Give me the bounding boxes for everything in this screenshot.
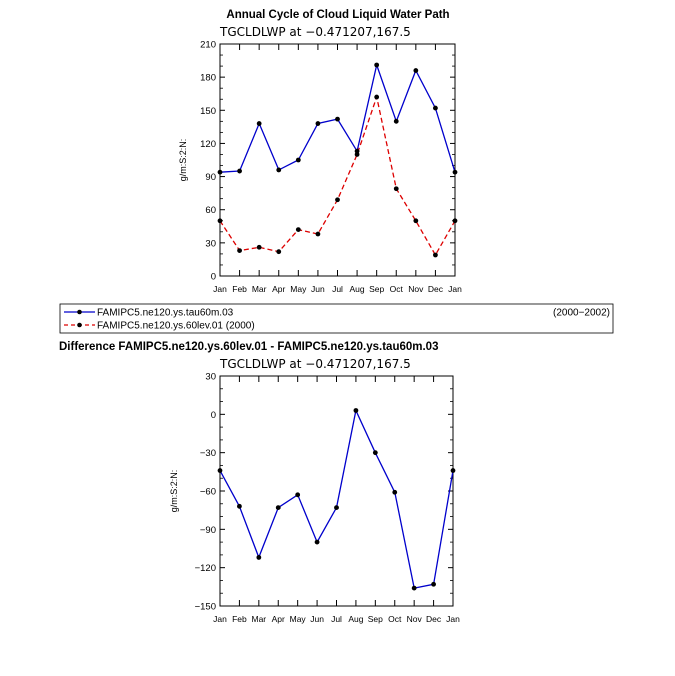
- x-tick-label: Oct: [390, 284, 404, 294]
- y-tick-label: 210: [200, 40, 216, 51]
- data-point-series-1: [314, 539, 320, 545]
- data-point-series-1: [276, 167, 282, 173]
- x-tick-label: May: [290, 284, 307, 294]
- data-point-series-1: [374, 62, 380, 68]
- x-tick-label: Jan: [213, 614, 227, 624]
- data-point-series-1: [256, 121, 262, 126]
- legend-label-tau60m: FAMIPC5.ne120.ys.tau60m.03: [97, 308, 234, 319]
- data-point-series-2: [256, 244, 262, 250]
- y-tick-label: −90: [200, 525, 216, 536]
- data-point-series-1: [353, 408, 359, 413]
- difference-chart: Difference FAMIPC5.ne120.ys.60lev.01 - F…: [59, 341, 460, 624]
- x-tick-label: Jul: [331, 614, 342, 624]
- y-tick-label: 30: [205, 238, 216, 249]
- chart2-y-label: g/m:S:2:N:: [169, 470, 179, 513]
- data-point-series-2: [354, 152, 360, 157]
- data-point-series-2: [315, 231, 321, 237]
- data-point-series-1: [413, 68, 419, 73]
- chart1-y-label: g/m:S:2:N:: [178, 139, 188, 182]
- data-point-series-1: [295, 492, 301, 498]
- x-tick-label: Apr: [272, 284, 285, 294]
- data-point-series-2: [413, 218, 419, 224]
- data-point-series-2: [335, 197, 340, 203]
- data-point-series-1: [411, 585, 417, 591]
- chart1-subtitle: TGCLDLWP at −0.471207,167.5: [219, 25, 411, 39]
- data-point-series-1: [217, 169, 223, 175]
- y-tick-label: −120: [195, 563, 216, 574]
- data-point-series-1: [452, 169, 458, 175]
- data-point-series-1: [450, 468, 456, 473]
- x-tick-label: Feb: [232, 614, 247, 624]
- x-tick-label: Jan: [446, 614, 460, 624]
- x-tick-label: Mar: [252, 614, 267, 624]
- data-point-series-1: [431, 581, 436, 587]
- chart1-title: Annual Cycle of Cloud Liquid Water Path: [226, 9, 449, 21]
- data-point-series-1: [393, 118, 399, 124]
- data-point-series-1: [392, 489, 398, 495]
- x-tick-label: Mar: [252, 284, 267, 294]
- data-point-series-2: [237, 248, 242, 253]
- y-tick-label: 30: [205, 372, 216, 383]
- data-point-series-1: [433, 105, 438, 111]
- data-point-series-2: [393, 186, 399, 192]
- legend-label-60lev: FAMIPC5.ne120.ys.60lev.01 (2000): [97, 321, 255, 332]
- x-tick-label: Oct: [388, 614, 402, 624]
- x-tick-label: Feb: [232, 284, 247, 294]
- y-tick-label: −60: [200, 487, 216, 498]
- chart2-title: Difference FAMIPC5.ne120.ys.60lev.01 - F…: [59, 341, 438, 353]
- chart2-plot-frame: [219, 375, 454, 607]
- x-tick-label: Dec: [428, 284, 444, 294]
- legend-box: [59, 303, 614, 334]
- x-tick-label: Aug: [350, 284, 365, 294]
- legend-marker-tau60m: [77, 309, 82, 315]
- x-tick-label: Aug: [348, 614, 363, 624]
- y-tick-label: 150: [200, 106, 216, 117]
- y-tick-label: 90: [205, 172, 216, 183]
- legend-years-tau60m: (2000−2002): [553, 308, 610, 319]
- y-tick-label: −30: [200, 448, 216, 459]
- x-tick-label: Jan: [213, 284, 227, 294]
- data-point-series-1: [295, 157, 301, 163]
- x-tick-label: May: [290, 614, 307, 624]
- x-tick-label: Apr: [272, 614, 285, 624]
- data-point-series-1: [372, 450, 378, 456]
- data-point-series-2: [295, 227, 301, 233]
- y-tick-label: 180: [200, 73, 216, 84]
- x-tick-label: Nov: [407, 614, 423, 624]
- y-tick-label: −150: [195, 602, 216, 613]
- data-point-series-1: [334, 505, 339, 511]
- legend-marker-60lev: [77, 322, 82, 328]
- x-tick-label: Dec: [426, 614, 442, 624]
- x-tick-label: Sep: [368, 614, 383, 624]
- x-tick-label: Jun: [311, 284, 325, 294]
- y-tick-label: 120: [200, 139, 216, 150]
- x-tick-label: Jul: [332, 284, 343, 294]
- data-point-series-1: [217, 468, 223, 473]
- x-tick-label: Jan: [448, 284, 462, 294]
- x-tick-label: Nov: [408, 284, 424, 294]
- data-point-series-2: [217, 218, 223, 224]
- data-point-series-2: [452, 218, 458, 224]
- data-point-series-2: [433, 252, 438, 258]
- data-point-series-1: [256, 555, 262, 560]
- data-point-series-1: [237, 168, 242, 174]
- data-point-series-2: [276, 249, 282, 255]
- data-point-series-1: [237, 503, 242, 509]
- y-tick-label: 0: [211, 272, 216, 283]
- annual-cycle-chart: Annual Cycle of Cloud Liquid Water Path …: [178, 9, 462, 294]
- data-point-series-2: [374, 94, 380, 100]
- x-tick-label: Jun: [310, 614, 324, 624]
- legend: FAMIPC5.ne120.ys.tau60m.03 (2000−2002) F…: [59, 303, 614, 334]
- data-point-series-1: [315, 121, 321, 126]
- data-point-series-1: [354, 148, 360, 154]
- series-line-1: [219, 408, 454, 589]
- data-point-series-1: [335, 116, 340, 122]
- chart2-subtitle: TGCLDLWP at −0.471207,167.5: [219, 357, 411, 371]
- y-tick-label: 60: [205, 205, 216, 216]
- x-tick-label: Sep: [369, 284, 384, 294]
- data-point-series-1: [275, 505, 281, 511]
- y-tick-label: 0: [211, 410, 216, 421]
